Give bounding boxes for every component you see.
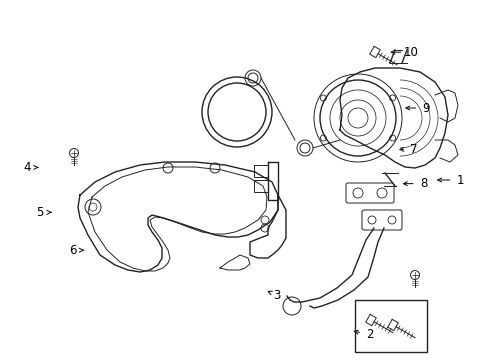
Text: 2: 2 bbox=[366, 328, 374, 341]
Text: 10: 10 bbox=[404, 46, 419, 59]
Text: 7: 7 bbox=[410, 143, 418, 156]
Text: 1: 1 bbox=[457, 174, 465, 186]
Text: 8: 8 bbox=[420, 177, 428, 190]
Text: 5: 5 bbox=[36, 206, 44, 219]
Text: 6: 6 bbox=[69, 244, 76, 257]
Text: 3: 3 bbox=[273, 289, 281, 302]
Text: 9: 9 bbox=[422, 102, 430, 114]
Text: 4: 4 bbox=[23, 161, 31, 174]
